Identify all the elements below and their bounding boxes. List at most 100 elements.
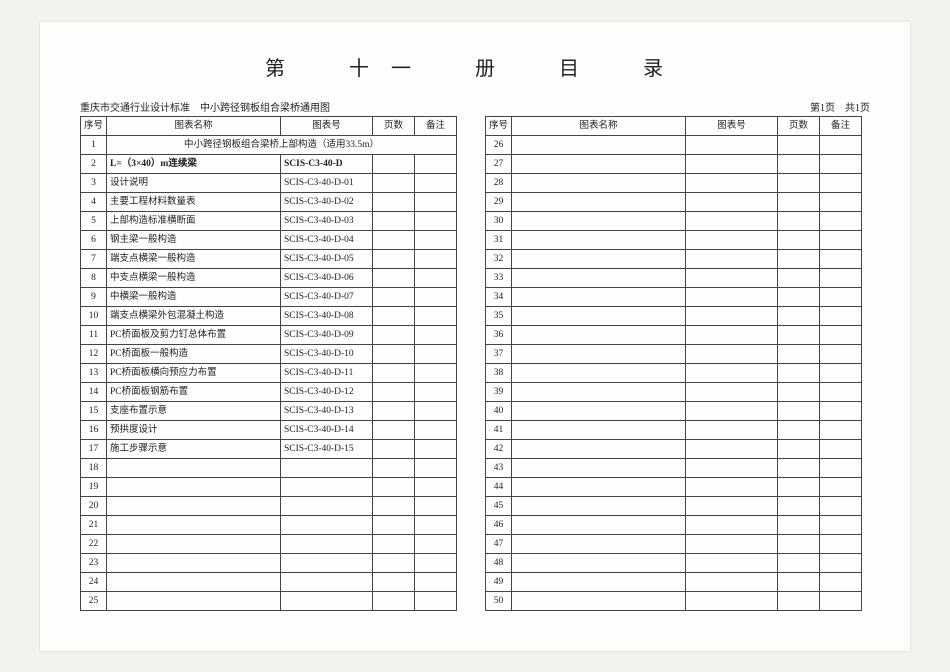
cell-page bbox=[778, 515, 820, 534]
cell-name: 支座布置示意 bbox=[107, 401, 281, 420]
cell-name: 设计说明 bbox=[107, 173, 281, 192]
table-row: 35 bbox=[486, 306, 862, 325]
cell-page bbox=[373, 572, 415, 591]
tables-wrapper: 序号 图表名称 图表号 页数 备注 1中小跨径钢板组合梁桥上部构造（适用33.5… bbox=[80, 116, 870, 611]
table-header-row: 序号 图表名称 图表号 页数 备注 bbox=[81, 116, 457, 135]
cell-code bbox=[686, 154, 778, 173]
cell-seq: 42 bbox=[486, 439, 512, 458]
cell-code bbox=[686, 287, 778, 306]
cell-note bbox=[415, 401, 457, 420]
cell-seq: 24 bbox=[81, 572, 107, 591]
table-row: 30 bbox=[486, 211, 862, 230]
cell-page bbox=[373, 458, 415, 477]
table-row: 22 bbox=[81, 534, 457, 553]
cell-page bbox=[373, 382, 415, 401]
table-row: 49 bbox=[486, 572, 862, 591]
cell-name bbox=[512, 420, 686, 439]
cell-code: SCIS-C3-40-D-04 bbox=[281, 230, 373, 249]
cell-code bbox=[281, 477, 373, 496]
cell-note bbox=[415, 325, 457, 344]
cell-code bbox=[686, 363, 778, 382]
cell-name bbox=[107, 591, 281, 610]
cell-name bbox=[512, 515, 686, 534]
cell-note bbox=[415, 363, 457, 382]
table-row: 44 bbox=[486, 477, 862, 496]
cell-code bbox=[281, 458, 373, 477]
table-row: 48 bbox=[486, 553, 862, 572]
cell-code: SCIS-C3-40-D-15 bbox=[281, 439, 373, 458]
table-row: 3设计说明SCIS-C3-40-D-01 bbox=[81, 173, 457, 192]
cell-seq: 27 bbox=[486, 154, 512, 173]
cell-code bbox=[281, 553, 373, 572]
cell-code: SCIS-C3-40-D-06 bbox=[281, 268, 373, 287]
cell-name bbox=[512, 154, 686, 173]
table-row: 38 bbox=[486, 363, 862, 382]
table-row: 15支座布置示意SCIS-C3-40-D-13 bbox=[81, 401, 457, 420]
cell-code: SCIS-C3-40-D-01 bbox=[281, 173, 373, 192]
cell-seq: 12 bbox=[81, 344, 107, 363]
cell-note bbox=[820, 458, 862, 477]
table-row: 29 bbox=[486, 192, 862, 211]
cell-name bbox=[107, 515, 281, 534]
cell-name: 上部构造标准横断面 bbox=[107, 211, 281, 230]
cell-seq: 5 bbox=[81, 211, 107, 230]
cell-seq: 25 bbox=[81, 591, 107, 610]
cell-code bbox=[686, 401, 778, 420]
cell-page bbox=[373, 325, 415, 344]
cell-note bbox=[820, 591, 862, 610]
cell-name: L=（3×40）m连续梁 bbox=[107, 154, 281, 173]
cell-page bbox=[373, 496, 415, 515]
cell-name bbox=[512, 382, 686, 401]
table-row: 12PC桥面板一般构造SCIS-C3-40-D-10 bbox=[81, 344, 457, 363]
table-row: 26 bbox=[486, 135, 862, 154]
cell-code bbox=[686, 325, 778, 344]
cell-code: SCIS-C3-40-D-08 bbox=[281, 306, 373, 325]
cell-page bbox=[778, 553, 820, 572]
cell-page bbox=[778, 344, 820, 363]
cell-name bbox=[512, 135, 686, 154]
cell-page bbox=[373, 249, 415, 268]
table-row: 32 bbox=[486, 249, 862, 268]
cell-seq: 50 bbox=[486, 591, 512, 610]
cell-name bbox=[512, 306, 686, 325]
cell-seq: 48 bbox=[486, 553, 512, 572]
cell-seq: 38 bbox=[486, 363, 512, 382]
cell-note bbox=[415, 496, 457, 515]
cell-name bbox=[107, 477, 281, 496]
table-row: 36 bbox=[486, 325, 862, 344]
cell-page bbox=[778, 173, 820, 192]
col-name: 图表名称 bbox=[107, 116, 281, 135]
cell-name: PC桥面板一般构造 bbox=[107, 344, 281, 363]
cell-page bbox=[373, 515, 415, 534]
cell-note bbox=[415, 249, 457, 268]
cell-code bbox=[686, 211, 778, 230]
cell-seq: 6 bbox=[81, 230, 107, 249]
table-row: 39 bbox=[486, 382, 862, 401]
cell-note bbox=[820, 553, 862, 572]
cell-note bbox=[415, 534, 457, 553]
cell-note bbox=[415, 306, 457, 325]
cell-seq: 47 bbox=[486, 534, 512, 553]
cell-seq: 39 bbox=[486, 382, 512, 401]
cell-seq: 43 bbox=[486, 458, 512, 477]
cell-seq: 18 bbox=[81, 458, 107, 477]
cell-name bbox=[512, 477, 686, 496]
cell-name bbox=[512, 572, 686, 591]
cell-seq: 17 bbox=[81, 439, 107, 458]
cell-seq: 8 bbox=[81, 268, 107, 287]
col-page: 页数 bbox=[778, 116, 820, 135]
cell-page bbox=[778, 211, 820, 230]
table-row: 42 bbox=[486, 439, 862, 458]
table-row: 24 bbox=[81, 572, 457, 591]
table-row: 16预拱度设计SCIS-C3-40-D-14 bbox=[81, 420, 457, 439]
cell-note bbox=[820, 401, 862, 420]
table-header-row: 序号 图表名称 图表号 页数 备注 bbox=[486, 116, 862, 135]
cell-note bbox=[820, 173, 862, 192]
cell-page bbox=[778, 363, 820, 382]
col-code: 图表号 bbox=[686, 116, 778, 135]
table-row: 11PC桥面板及剪力钉总体布置SCIS-C3-40-D-09 bbox=[81, 325, 457, 344]
table-row: 1中小跨径钢板组合梁桥上部构造（适用33.5m） bbox=[81, 135, 457, 154]
cell-name bbox=[512, 591, 686, 610]
table-row: 5上部构造标准横断面SCIS-C3-40-D-03 bbox=[81, 211, 457, 230]
cell-page bbox=[373, 591, 415, 610]
